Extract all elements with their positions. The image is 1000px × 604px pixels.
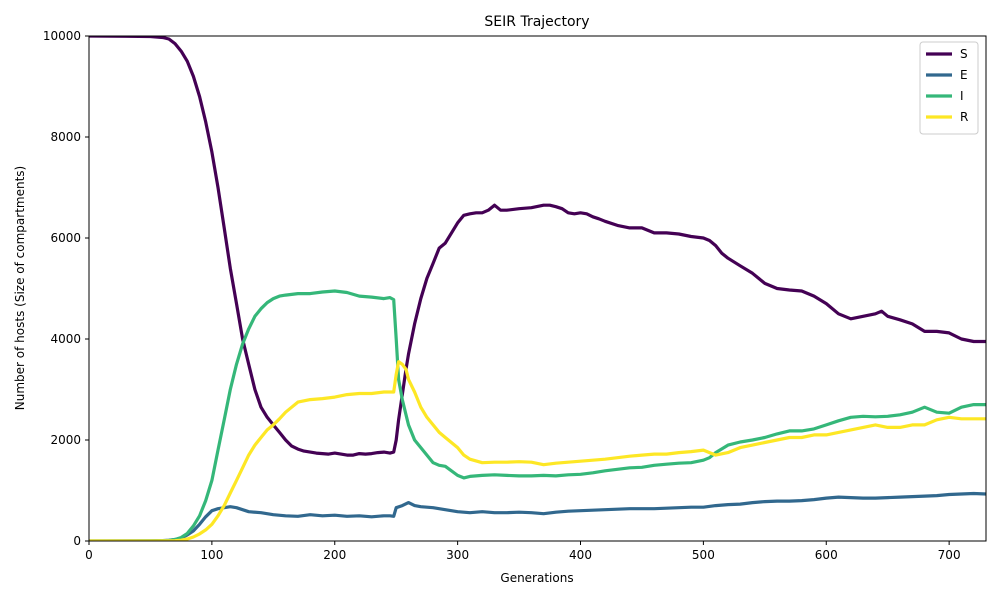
chart-title: SEIR Trajectory	[484, 14, 589, 30]
x-tick-label: 300	[446, 548, 469, 562]
y-axis: 0 2000 4000 6000 8000 10000	[43, 29, 89, 548]
x-tick-label: 400	[569, 548, 592, 562]
x-tick-label: 200	[323, 548, 346, 562]
x-tick-label: 0	[85, 548, 93, 562]
x-tick-label: 700	[938, 548, 961, 562]
plot-frame	[88, 35, 987, 542]
series-line-r	[89, 360, 986, 541]
x-axis: 0 100 200 300 400 500 600 700	[85, 541, 961, 562]
y-tick-label: 0	[73, 534, 81, 548]
series-lines	[89, 36, 986, 541]
x-axis-label: Generations	[500, 571, 573, 585]
legend-box	[919, 41, 979, 135]
series-line-s	[89, 36, 986, 457]
legend-label-s: S	[960, 47, 968, 61]
legend: SEIR	[919, 41, 979, 135]
legend-label-i: I	[960, 89, 964, 103]
y-tick-label: 6000	[50, 231, 81, 245]
y-tick-label: 2000	[50, 433, 81, 447]
x-tick-label: 500	[692, 548, 715, 562]
y-tick-label: 4000	[50, 332, 81, 346]
x-tick-label: 600	[815, 548, 838, 562]
series-line-e	[89, 491, 986, 541]
x-tick-label: 100	[200, 548, 223, 562]
legend-label-r: R	[960, 110, 968, 124]
y-axis-label: Number of hosts (Size of compartments)	[13, 166, 27, 410]
y-tick-label: 8000	[50, 130, 81, 144]
series-line-i	[89, 289, 986, 541]
legend-label-e: E	[960, 68, 968, 82]
y-tick-label: 10000	[43, 29, 81, 43]
